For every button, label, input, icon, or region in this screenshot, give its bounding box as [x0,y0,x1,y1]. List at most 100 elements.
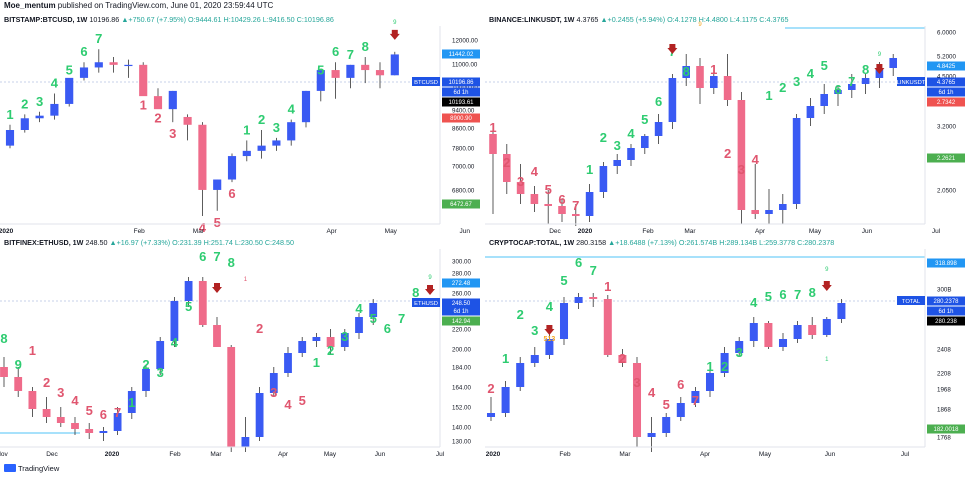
symbol-price-tag-text: BTCUSD [414,80,438,86]
axis-price-label [442,77,480,87]
candle-up [682,66,690,78]
td-buy-count: 3 [273,120,280,135]
candle-up [668,78,677,122]
price-tick-label: 6.0000 [937,30,956,37]
last-price: 4.3765 [574,15,601,24]
symbol-price-tag [897,77,925,86]
symbol-price-tag-text: TOTAL [902,299,921,305]
footer-brand[interactable]: TradingView [18,464,60,473]
candle-up [662,417,671,433]
time-tick-label: Feb [642,228,654,235]
price-change: ▲+16.97 (+7.33%) [109,238,173,247]
candle-down [227,347,236,447]
price-tick-label: 200.00 [452,347,471,354]
td-sell-count: 1 [140,98,147,113]
td-sell-count: 1 [29,343,36,358]
td-buy-count: 4 [807,66,815,81]
symbol-name[interactable]: BITFINEX:ETHUSD, 1W [4,238,84,247]
candle-up [242,150,251,157]
td-buy-count: 2 [721,359,728,374]
candle-down [544,204,552,206]
candle-up [613,160,621,166]
symbol-title: BINANCE:LINKUSDT, 1W 4.3765 ▲+0.2455 (+5… [489,15,788,24]
candle-up [691,391,700,403]
candle-down [153,96,163,110]
candle-up [94,62,103,68]
chart-panel-ethusd[interactable]: BITFINEX:ETHUSD, 1W 248.50 ▲+16.97 (+7.3… [0,237,484,459]
time-tick-label: May [385,228,398,235]
last-price: 248.50 [83,238,110,247]
candle-up [213,179,222,190]
price-change: ▲+0.2455 (+5.94%) [600,15,668,24]
td-buy-count: 3 [736,345,743,360]
ohlc-values: O:9444.61 H:10429.26 L:9416.50 C:10196.8… [187,15,334,24]
time-tick-label: Mar [193,228,205,235]
td-sell-count: 1 [244,277,248,283]
axis-price-label [927,77,965,87]
symbol-name[interactable]: CRYPTOCAP:TOTAL, 1W [489,238,575,247]
td-buy-count: 2 [779,80,786,95]
td-buy-count: 8 [228,255,235,270]
candle-up [647,433,656,437]
price-tick-label: 4.5000 [937,74,956,81]
price-tick-label: 5.2000 [937,54,956,61]
chart-panel-linkusdt[interactable]: BINANCE:LINKUSDT, 1W 4.3765 ▲+0.2455 (+5… [485,14,969,236]
td-buy-count: 3 [614,138,621,153]
candle-up [269,373,278,393]
time-tick-label: 2020 [0,228,14,235]
td-buy-count: 4 [51,76,59,91]
chart-panel-total[interactable]: CRYPTOCAP:TOTAL, 1W 280.3158 ▲+18.6488 (… [485,237,969,459]
candle-up [676,403,685,417]
axis-price-label-text: 318.898 [935,261,957,267]
td-buy-count: 9 [15,357,22,372]
td-buy-count: 6 [199,249,206,264]
td-buy-count: 4 [171,335,179,350]
candle-down [0,367,8,377]
time-tick-label: Jul [932,228,941,235]
td-sell-count: 5 [299,393,306,408]
td-buy-count: 7 [794,287,801,302]
symbol-name[interactable]: BINANCE:LINKUSDT, 1W [489,15,575,24]
candle-up [861,78,870,84]
td-buy-count: 1 [706,359,713,374]
time-tick-label: Jun [460,228,471,235]
candle-up [834,90,842,94]
axis-price-label-text: 4.8425 [937,64,956,70]
axis-price-label [442,113,480,123]
time-tick-label: 2020 [105,451,120,458]
td-buy-count: 1 [825,357,829,363]
td-buy-count: 6 [384,321,391,336]
candle-down [808,325,817,335]
time-tick-label: Feb [559,451,571,458]
chart-svg: 2123456712345671234567891300B26082408220… [485,249,965,458]
chart-panel-btcusd[interactable]: BITSTAMP:BTCUSD, 1W 10196.86 ▲+750.67 (+… [0,14,484,236]
time-tick-label: Apr [278,451,289,458]
candle-up [127,391,136,413]
price-tick-label: 152.00 [452,405,471,412]
axis-price-label-text: 6d 1h [938,309,953,315]
candle-down [632,363,642,437]
td-buy-count: 8 [809,285,816,300]
td-buy-count: 5 [560,273,567,288]
time-tick-label: Apr [755,228,766,235]
td-sell-count: 2 [503,155,510,170]
price-tick-label: 1968 [937,387,951,394]
publisher-name[interactable]: Moe_mentum [4,1,56,10]
symbol-price-tag-text: ETHUSD [414,301,438,307]
candle-up [779,204,787,210]
sell-arrow-icon [212,283,222,293]
td-sell-count: 4 [531,164,539,179]
td-buy-count: 8 [683,64,690,79]
candle-down [723,76,732,100]
price-tick-label: 2408 [937,347,951,354]
axis-price-label [927,296,965,306]
last-price: 10196.86 [87,15,122,24]
candle-up [65,77,74,104]
sell-arrow-icon [389,29,400,40]
symbol-name[interactable]: BITSTAMP:BTCUSD, 1W [4,15,88,24]
candle-down [516,182,525,194]
td-buy-count: 5 [66,62,73,77]
td-buy-count: 7 [347,47,354,62]
axis-price-label [927,61,965,71]
axis-price-label-text: 272.48 [452,281,471,287]
